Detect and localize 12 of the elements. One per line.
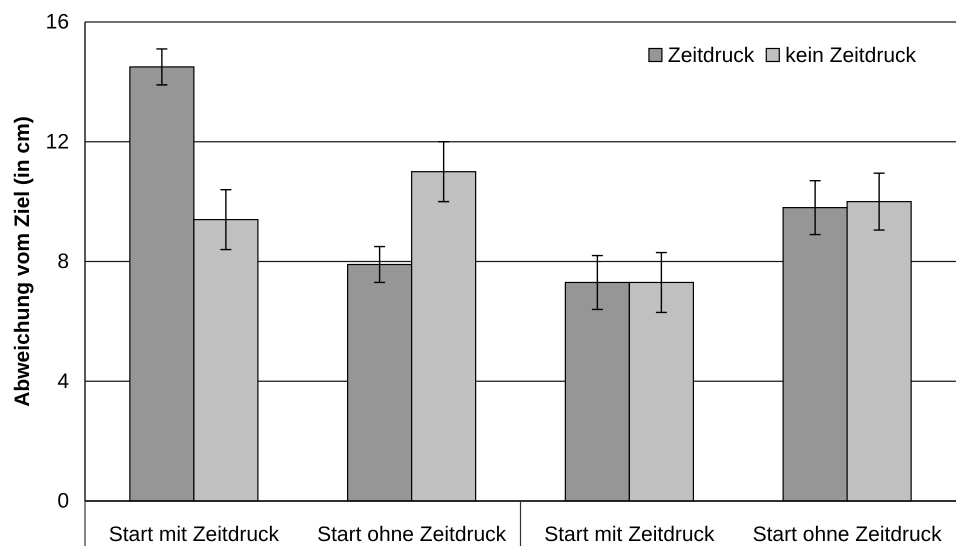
x-tick-label: Start mit Zeitdruck xyxy=(544,523,716,546)
y-tick-label: 16 xyxy=(46,10,69,34)
x-tick-label: Start mit Zeitdruck xyxy=(108,523,280,546)
y-tick-label: 4 xyxy=(57,370,70,393)
x-tick-label: Start ohne Zeitdruck xyxy=(317,523,507,546)
y-tick-label: 12 xyxy=(46,130,69,154)
x-tick-label: Start ohne Zeitdruck xyxy=(752,523,942,546)
y-tick-label: 0 xyxy=(57,490,69,512)
legend-label: Zeitdruck xyxy=(668,44,755,66)
y-axis-title: Abweichung vom Ziel (in cm) xyxy=(10,116,34,407)
y-tick-label: 8 xyxy=(57,250,69,273)
legend-label: kein Zeitdruck xyxy=(785,44,916,66)
